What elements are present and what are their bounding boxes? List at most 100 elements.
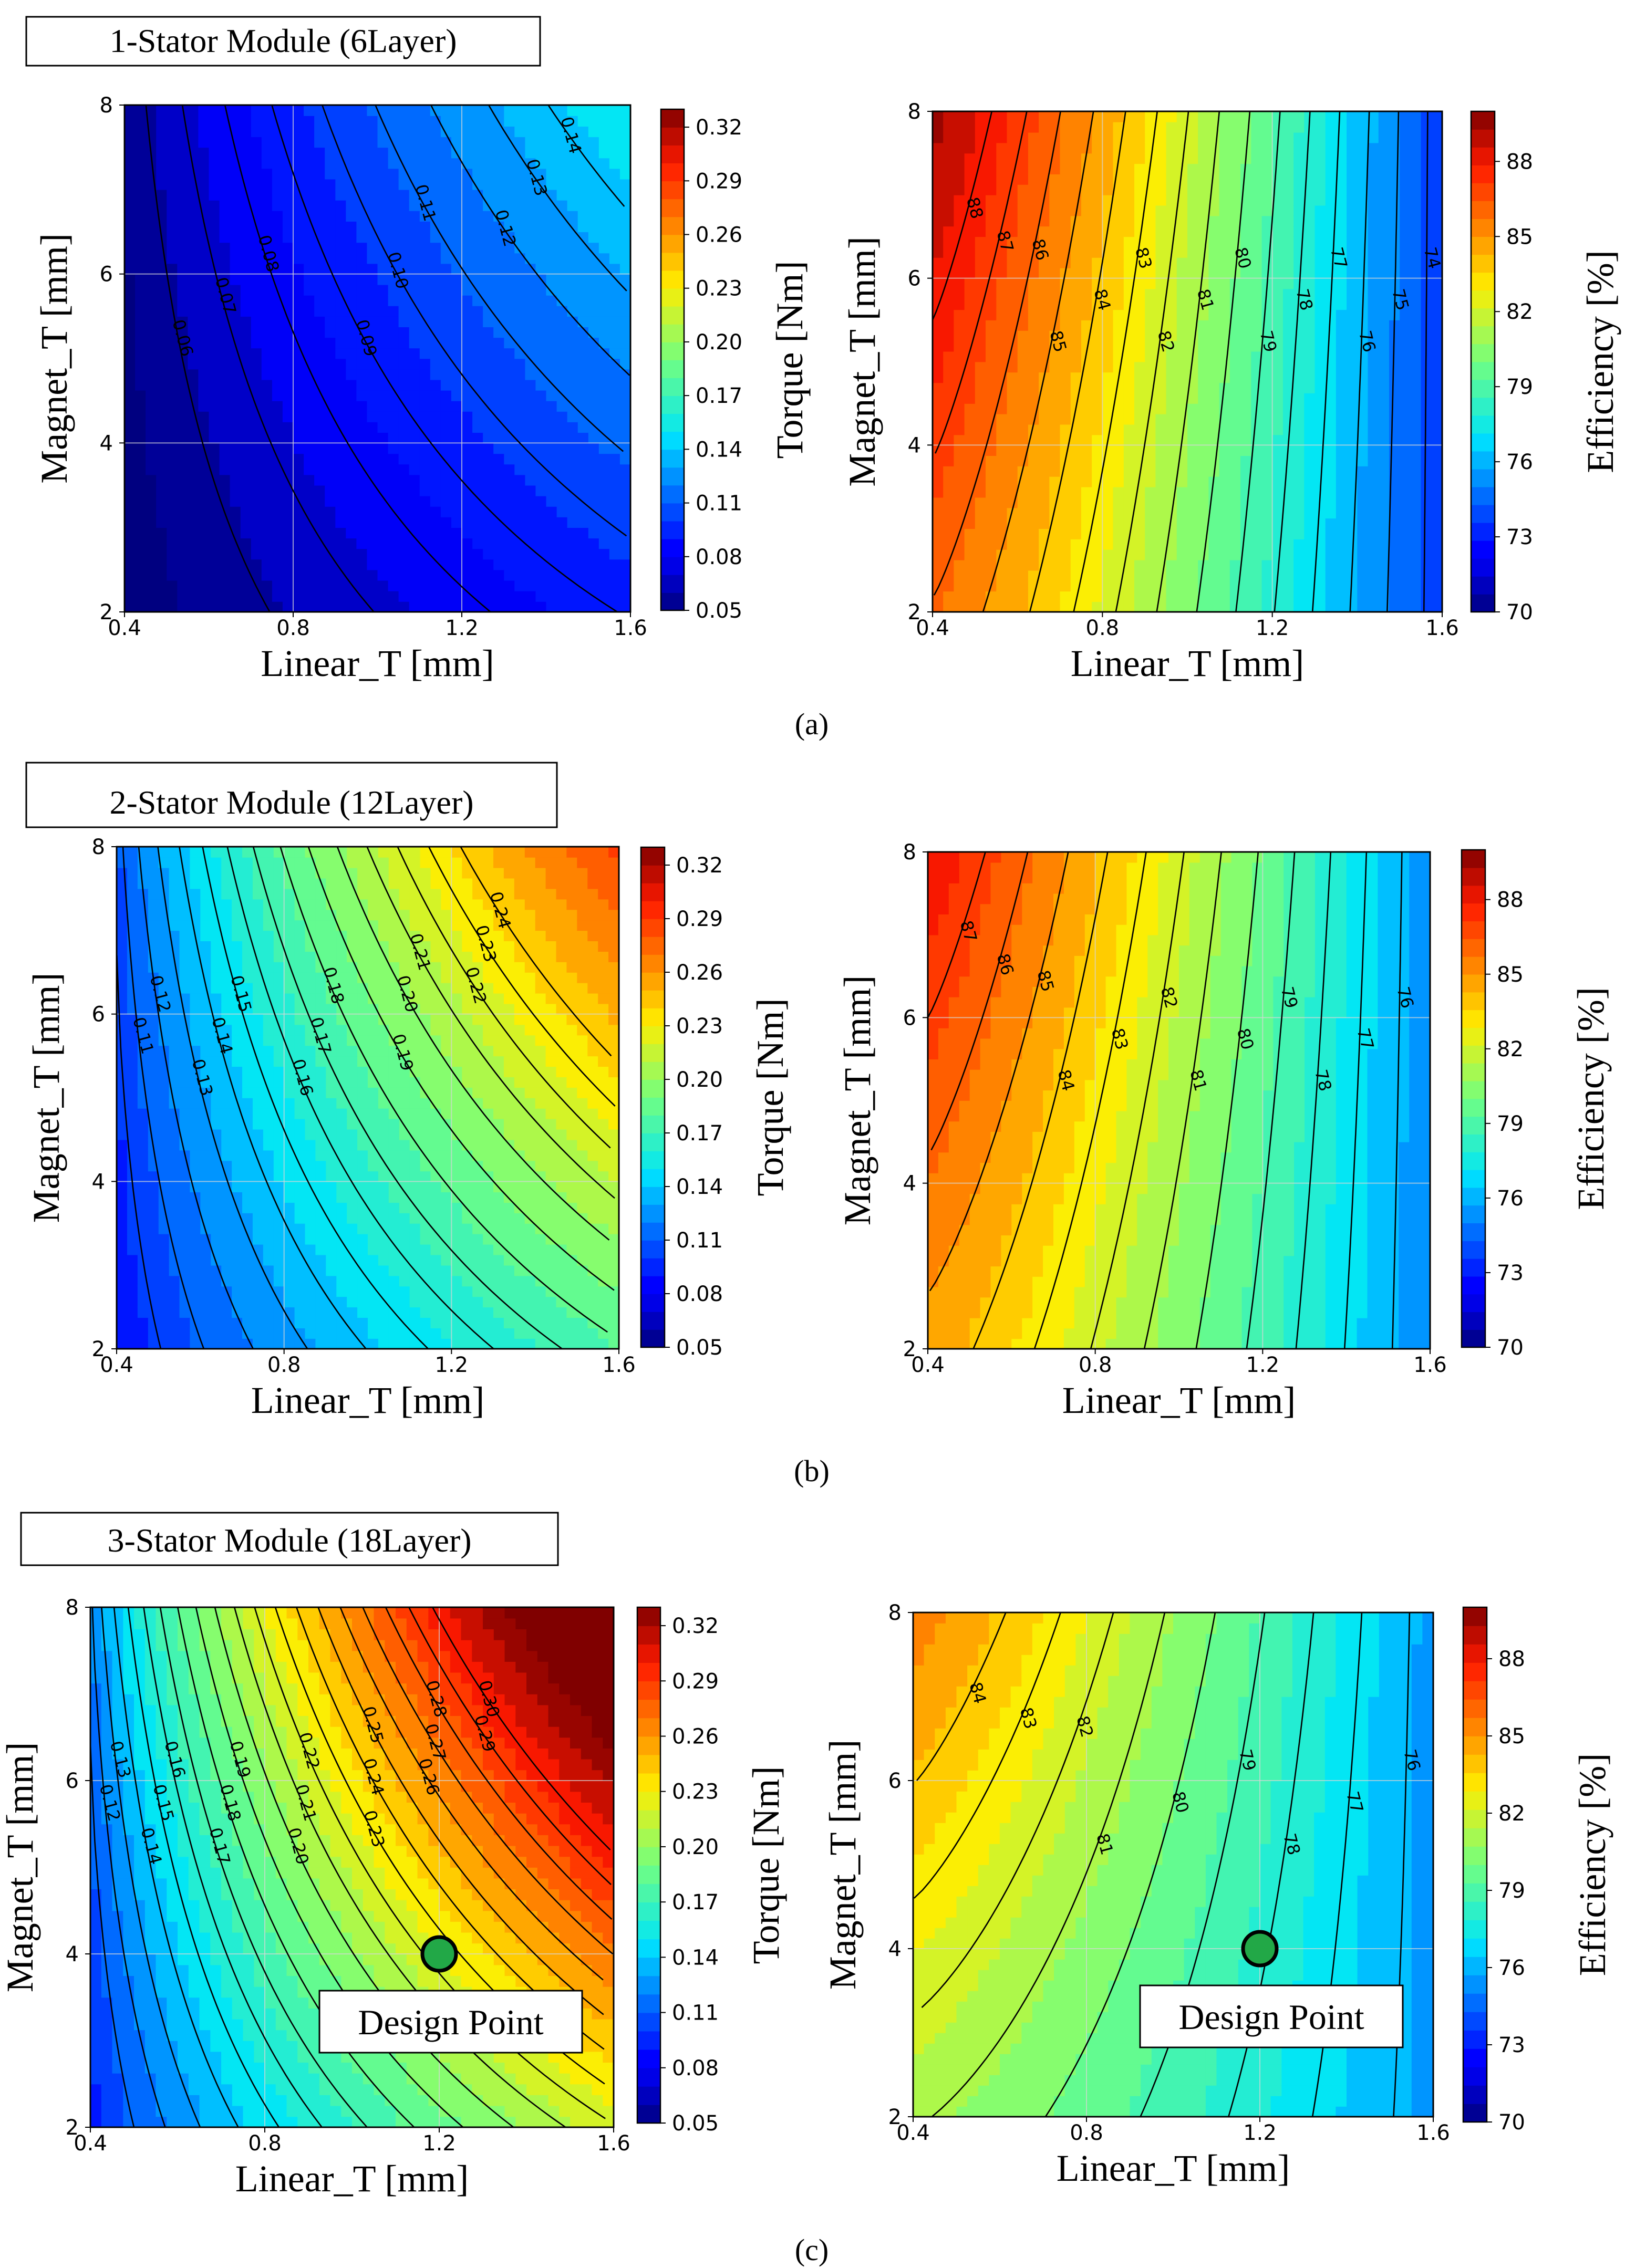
contour-cell [398,242,410,254]
contour-cell [933,215,944,227]
contour-cell [546,464,557,475]
contour-cell [356,527,368,539]
contour-cell [535,189,547,201]
contour-cell [1187,236,1198,247]
contour-cell [230,559,241,570]
contour-cell [504,179,515,190]
contour-cell [377,590,389,602]
contour-cell [419,474,431,486]
contour-cell [1007,205,1018,216]
contour-cell [251,116,262,127]
contour-cell [514,348,526,359]
contour-cell [304,295,315,306]
contour-cell [964,142,976,154]
contour-cell [472,105,483,116]
contour-cell [125,242,136,254]
contour-cell [546,422,557,433]
contour-cell [1166,215,1177,227]
contour-cell [398,263,410,275]
contour-cell [1400,226,1411,237]
contour-cell [198,306,210,317]
contour-cell [1336,445,1347,456]
contour-cell [1070,601,1082,612]
contour-cell [525,232,536,243]
contour-cell [1315,413,1326,425]
contour-cell [367,411,378,422]
contour-cell [588,189,599,201]
contour-cell [1039,580,1050,592]
contour-cell [598,443,610,454]
contour-cell [1368,424,1379,435]
contour-cell [314,358,325,370]
contour-line [488,105,627,292]
contour-cell [293,517,304,528]
contour-cell [567,211,578,222]
contour-cell [440,495,452,507]
contour-cell [419,379,431,391]
contour-cell [493,242,505,254]
contour-cell [1017,361,1029,373]
contour-cell [1176,299,1188,310]
contour-cell [409,126,420,138]
contour-cell [619,464,630,475]
contour-cell [546,274,557,285]
contour-cell [1123,351,1135,362]
contour-cell [1017,497,1029,508]
contour-cell [198,495,210,507]
contour-cell [293,432,304,444]
contour-cell [304,337,315,349]
contour-cell [986,340,997,352]
contour-cell [398,211,410,222]
contour-cell [609,390,620,401]
contour-cell [117,1181,128,1192]
colorbar-band [661,592,684,611]
contour-cell [1315,559,1326,571]
contour-cell [1028,424,1039,435]
contour-cell [398,443,410,454]
contour-cell [943,361,955,373]
contour-cell [409,453,420,465]
contour-cell [1325,528,1337,539]
contour-cell [282,358,294,370]
contour-cell [135,274,146,285]
contour-cell [356,400,368,412]
colorbar-band [661,503,684,522]
contour-cell [1102,486,1114,498]
contour-cell [388,316,399,327]
contour-cell [388,559,399,570]
colorbar-band [1471,219,1495,237]
contour-cell [198,316,210,327]
contour-cell [1017,424,1029,435]
contour-cell [1028,215,1039,227]
contour-cell [472,559,483,570]
contour-cell [546,432,557,444]
contour-cell [1325,153,1337,164]
contour-cell [440,548,452,560]
contour-cell [1187,413,1198,425]
contour-cell [1166,351,1177,362]
contour-cell [1007,403,1018,414]
contour-cell [1336,247,1347,258]
contour-cell [1198,153,1209,164]
contour-cell [377,569,389,581]
contour-cell [609,506,620,517]
contour-cell [964,278,976,289]
contour-cell [462,358,473,370]
contour-cell [1336,601,1347,612]
contour-cell [293,443,304,454]
contour-cell [1081,288,1092,300]
contour-cell [1123,226,1135,237]
contour-cell [1113,142,1124,154]
contour-cell [619,179,630,190]
contour-cell [409,147,420,159]
contour-cell [1102,497,1114,508]
contour-cell [440,590,452,602]
contour-cell [398,284,410,296]
contour-cell [1092,413,1103,425]
contour-cell [282,105,294,116]
contour-cell [1421,580,1432,592]
contour-cell [1378,361,1390,373]
contour-cell [440,263,452,275]
contour-cell [451,601,462,612]
contour-cell [188,284,199,296]
